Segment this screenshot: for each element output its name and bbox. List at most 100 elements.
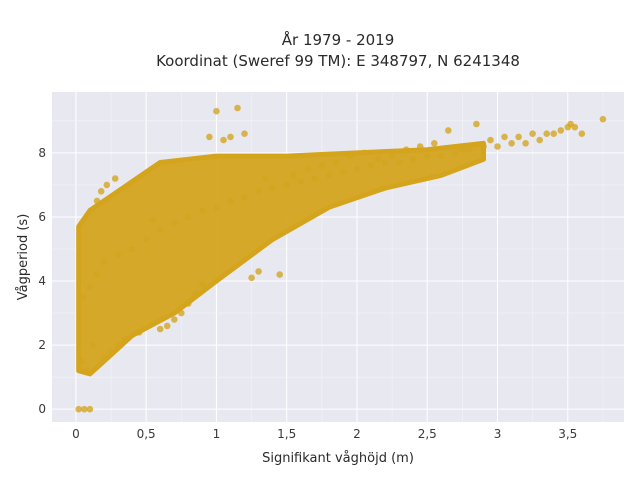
scatter-point [100,258,108,266]
scatter-point [156,325,164,333]
scatter-point [255,188,262,195]
scatter-point [332,159,340,166]
scatter-point [409,156,417,163]
scatter-point [255,268,262,275]
scatter-point [234,104,241,112]
scatter-point [431,140,438,147]
scatter-point [501,133,508,141]
y-tick-label: 0 [38,402,46,416]
scatter-point [199,280,206,288]
scatter-point [480,143,487,150]
scatter-point [262,175,269,182]
scatter-point [97,188,105,195]
y-tick-label: 2 [38,338,46,352]
scatter-point [248,274,255,282]
scatter-point [111,175,119,182]
scatter-point [149,216,157,224]
scatter-point [220,136,227,144]
x-axis-label: Signifikant våghöjd (m) [262,451,414,466]
scatter-point [93,271,101,278]
scatter-point [206,133,213,141]
x-tick-label: 1,5 [277,427,296,441]
scatter-point [121,335,129,343]
y-tick-label: 8 [38,146,46,160]
scatter-point [550,130,557,137]
scatter-point [241,194,248,201]
scatter-point [269,184,276,192]
scatter-point [114,341,122,349]
scatter-point [227,197,234,205]
scatter-point [529,130,536,137]
scatter-point [135,329,143,336]
scatter-point [83,367,91,375]
scatter-point [515,133,522,141]
scatter-point [423,152,431,160]
scatter-point [185,213,192,221]
y-tick-label: 6 [38,210,46,224]
scatter-point [353,165,361,173]
scatter-point [459,146,466,153]
scatter-point [171,220,178,227]
scatter-point [199,207,206,214]
scatter-point [522,140,529,147]
scatter-point [283,181,291,189]
scatter-point [395,159,403,166]
scatter-point [100,354,108,362]
scatter-point [79,293,87,301]
scatter-point [543,130,550,137]
scatter-point [163,322,171,330]
scatter-point [571,123,579,131]
x-tick-label: 2 [353,427,361,441]
scatter-point [276,271,284,278]
scatter-point [75,405,82,413]
scatter-point [578,130,586,137]
scatter-point [213,204,220,211]
scatter-point [557,127,565,134]
scatter-point [107,348,115,355]
scatter-point [388,152,396,160]
scatter-point [360,149,368,157]
scatter-point [346,152,354,160]
scatter-point [473,120,480,128]
scatter-point [156,226,164,234]
scatter-point [508,140,515,147]
scatter-point [339,168,347,176]
scatter-point [86,405,94,413]
scatter-point [311,175,319,182]
scatter-point [487,136,494,144]
scatter-point [367,162,375,169]
scatter-point [171,316,178,323]
x-tick-label: 2,5 [418,427,437,441]
scatter-point [93,197,101,205]
scatter-point [81,405,88,413]
x-tick-label: 3 [494,427,502,441]
scatter-point [325,172,333,179]
x-tick-label: 0 [72,427,80,441]
x-tick-label: 3,5 [558,427,577,441]
chart-title-line2: Koordinat (Sweref 99 TM): E 348797, N 62… [156,52,520,70]
scatter-point [438,152,445,160]
scatter-point [89,341,97,349]
scatter-point [374,156,382,163]
data-points [75,104,607,413]
y-tick-labels: 0 2 4 6 8 [38,146,46,416]
scatter-point [227,133,234,141]
scatter-point [114,252,122,259]
y-axis-label: Vågperiod (s) [16,214,31,301]
scatter-point [452,149,459,157]
scatter-point [185,300,192,307]
scatter-point [494,143,501,150]
scatter-point [536,136,543,144]
scatter-point [304,165,312,173]
scatter-point [192,290,199,298]
y-tick-label: 4 [38,274,46,288]
scatter-point [297,178,305,185]
scatter-point [128,245,136,253]
scatter-point [466,146,473,153]
scatter-point [213,107,220,115]
scatter-point [86,284,94,291]
scatter-point [318,162,326,169]
scatter-point [178,309,185,317]
scatter-point [78,357,85,365]
